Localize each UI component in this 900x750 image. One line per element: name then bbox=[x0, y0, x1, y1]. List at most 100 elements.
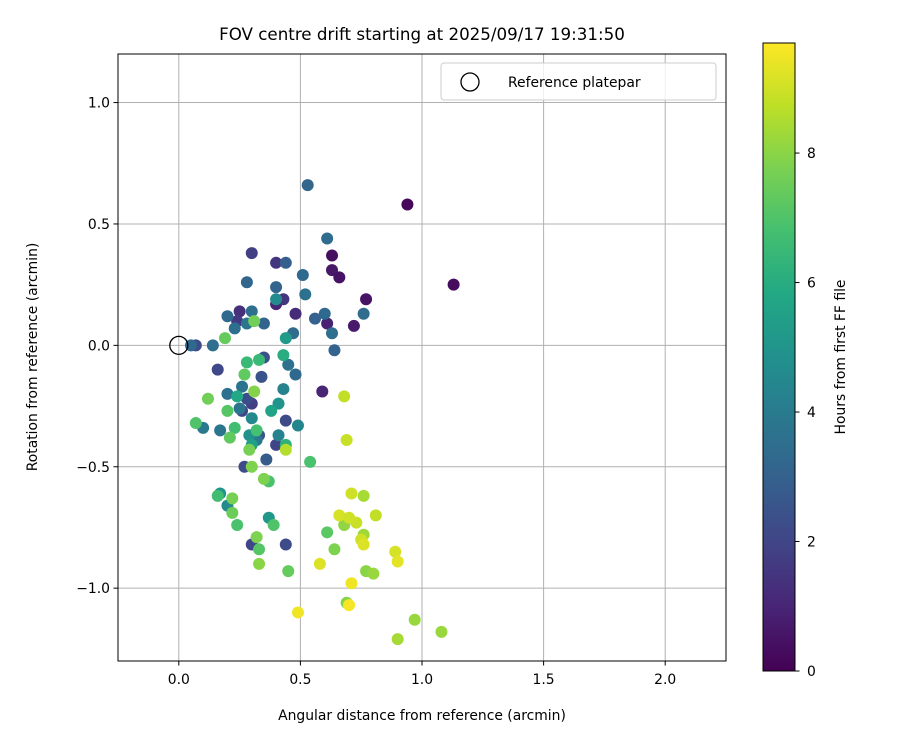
data-point bbox=[221, 387, 234, 400]
data-point bbox=[333, 271, 346, 284]
x-tick-label: 0.0 bbox=[168, 672, 190, 688]
data-point bbox=[223, 431, 236, 444]
data-point bbox=[270, 438, 283, 451]
legend-box bbox=[440, 62, 717, 101]
data-point bbox=[360, 293, 373, 306]
data-point bbox=[301, 179, 314, 192]
data-point bbox=[240, 356, 253, 369]
data-point bbox=[245, 460, 258, 473]
data-point bbox=[238, 368, 251, 381]
data-point bbox=[447, 278, 460, 291]
data-point bbox=[253, 543, 266, 556]
data-point bbox=[333, 509, 346, 522]
legend-reference-marker bbox=[460, 72, 480, 92]
data-point bbox=[326, 327, 339, 340]
data-point bbox=[343, 599, 356, 612]
x-axis-ticks: 0.0 0.5 1.0 1.5 2.0 bbox=[168, 661, 676, 688]
data-point bbox=[240, 276, 253, 289]
colorbar-tick-label: 6 bbox=[807, 276, 816, 292]
colorbar-tick-label: 4 bbox=[807, 405, 816, 421]
data-point bbox=[308, 312, 321, 325]
y-axis-ticks: −1.0 −0.5 0.0 0.5 1.0 bbox=[76, 96, 118, 597]
data-point bbox=[267, 519, 280, 532]
y-tick-label: 1.0 bbox=[88, 96, 110, 112]
data-point bbox=[304, 455, 317, 468]
data-point bbox=[214, 424, 227, 437]
data-point bbox=[211, 363, 224, 376]
y-tick-label: 0.5 bbox=[88, 217, 110, 233]
data-point bbox=[189, 417, 202, 430]
data-point bbox=[228, 322, 241, 335]
data-point bbox=[291, 419, 304, 432]
data-point bbox=[279, 256, 292, 269]
data-point bbox=[277, 349, 290, 362]
data-point bbox=[240, 392, 253, 405]
y-tick-label: 0.0 bbox=[88, 338, 110, 354]
data-point bbox=[277, 383, 290, 396]
x-tick-label: 0.5 bbox=[289, 672, 311, 688]
data-point bbox=[221, 310, 234, 323]
data-point bbox=[328, 543, 341, 556]
data-point bbox=[231, 390, 244, 403]
data-point bbox=[321, 232, 334, 245]
data-point bbox=[257, 472, 270, 485]
data-point bbox=[367, 567, 380, 580]
data-point bbox=[343, 511, 356, 524]
data-point bbox=[248, 315, 261, 328]
data-point bbox=[272, 397, 285, 410]
data-point bbox=[253, 557, 266, 570]
data-point bbox=[245, 412, 258, 425]
x-axis-label: Angular distance from reference (arcmin) bbox=[278, 708, 566, 724]
data-point bbox=[236, 380, 249, 393]
data-point bbox=[231, 519, 244, 532]
data-point bbox=[296, 268, 309, 281]
data-point bbox=[226, 492, 239, 505]
data-point bbox=[391, 633, 404, 646]
data-point bbox=[253, 353, 266, 366]
data-point bbox=[316, 385, 329, 398]
data-point bbox=[245, 305, 258, 318]
data-point bbox=[279, 332, 292, 345]
data-point bbox=[326, 249, 339, 262]
y-axis-label: Rotation from reference (arcmin) bbox=[25, 243, 41, 472]
data-point bbox=[255, 370, 268, 383]
data-point bbox=[401, 198, 414, 211]
x-tick-label: 1.0 bbox=[411, 672, 433, 688]
data-point bbox=[340, 434, 353, 447]
x-tick-label: 1.5 bbox=[533, 672, 555, 688]
data-point bbox=[219, 332, 232, 345]
data-point bbox=[391, 555, 404, 568]
data-point bbox=[226, 506, 239, 519]
data-point bbox=[313, 557, 326, 570]
data-point bbox=[233, 305, 246, 318]
colorbar-tick-label: 0 bbox=[807, 664, 816, 680]
data-point bbox=[408, 613, 421, 626]
data-point bbox=[233, 402, 246, 415]
legend-label-reference: Reference platepar bbox=[508, 75, 641, 91]
legend: Reference platepar bbox=[440, 62, 717, 101]
data-point bbox=[338, 390, 351, 403]
colorbar-label: Hours from first FF file bbox=[833, 280, 849, 435]
chart-title: FOV centre drift starting at 2025/09/17 … bbox=[219, 24, 625, 44]
data-point bbox=[265, 404, 278, 417]
data-point bbox=[282, 358, 295, 371]
data-point bbox=[345, 577, 358, 590]
data-point bbox=[211, 489, 224, 502]
data-point bbox=[243, 443, 256, 456]
y-tick-label: −1.0 bbox=[76, 581, 110, 597]
data-point bbox=[347, 319, 360, 332]
data-point bbox=[206, 339, 219, 352]
data-point bbox=[257, 317, 270, 330]
data-point bbox=[321, 317, 334, 330]
data-point bbox=[345, 487, 358, 500]
data-point bbox=[201, 392, 214, 405]
data-point bbox=[321, 526, 334, 539]
data-point bbox=[357, 489, 370, 502]
colorbar bbox=[762, 42, 796, 672]
data-point bbox=[270, 281, 283, 294]
data-point bbox=[289, 307, 302, 320]
data-point bbox=[279, 414, 292, 427]
data-point bbox=[299, 288, 312, 301]
data-points bbox=[184, 179, 460, 646]
